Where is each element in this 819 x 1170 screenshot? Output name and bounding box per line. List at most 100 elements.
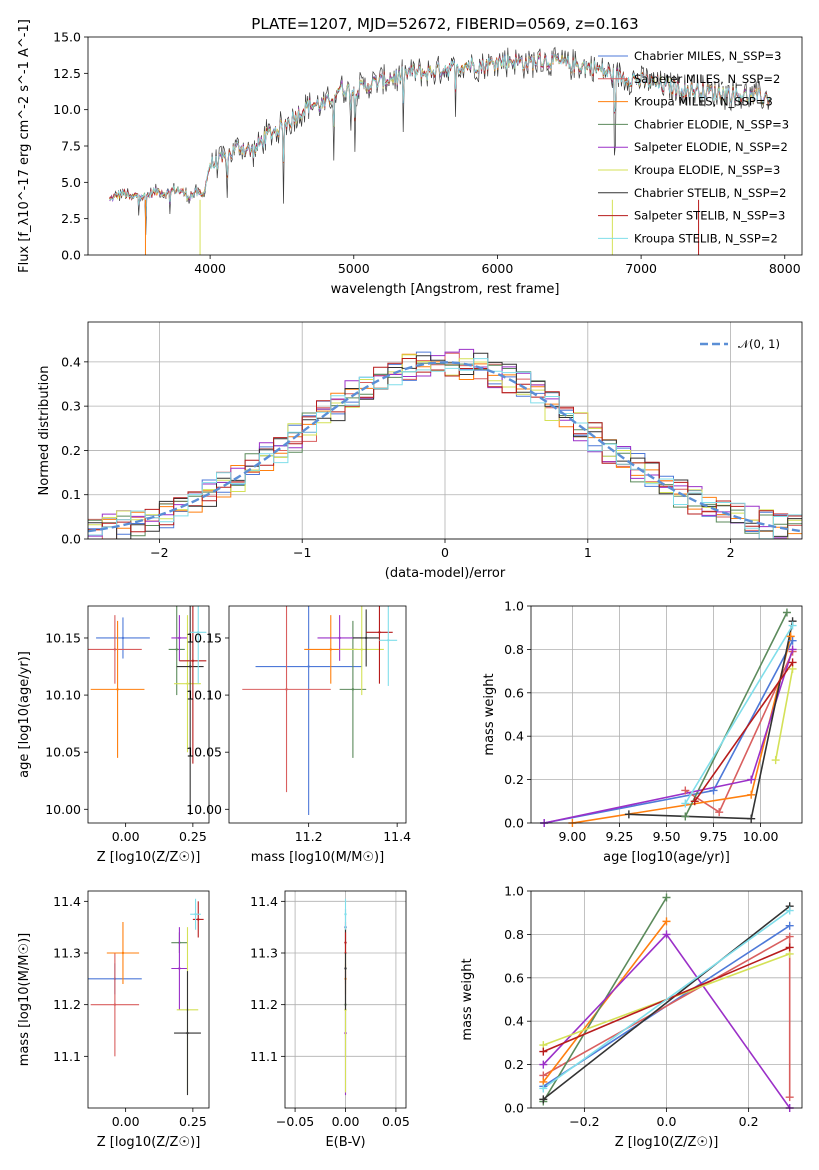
y-tick-label: 12.5 (53, 66, 81, 81)
x-axis-label: wavelength [Angstrom, rest frame] (331, 282, 560, 297)
data-point (351, 688, 355, 691)
panel-1: 4000 5000 6000 7000 8000 0.0 2.5 5.0 7.5 10.0 12.5… (17, 15, 803, 297)
panel-6: 0.00 0.25 11.1 11.2 11.3 11.4 Z [log10(Z/Z☉)] m… (17, 890, 210, 1150)
weight-line-9 (542, 909, 791, 1090)
x-axis-label: (data-model)/error (385, 566, 506, 581)
data-point (387, 639, 390, 642)
marker-plus (539, 1095, 548, 1104)
histogram-series-2 (88, 352, 802, 539)
plot-area (344, 898, 347, 1096)
x-tick-label: 9.75 (700, 829, 728, 844)
data-point (188, 665, 192, 668)
histogram-series-9 (88, 358, 802, 539)
data-point (344, 967, 347, 970)
data-point (378, 631, 381, 634)
weight-line-2 (684, 651, 794, 814)
marker-plus (709, 786, 718, 795)
marker-plus (681, 786, 690, 795)
y-axis-label: Normed distribution (37, 366, 52, 496)
data-point (197, 918, 200, 921)
y-tick-label: 10.05 (45, 745, 81, 760)
legend-label: Chabrier ELODIE, N_SSP=3 (634, 117, 789, 131)
plot-area (542, 897, 791, 1108)
y-tick-label: 0.4 (61, 354, 81, 369)
data-point (329, 648, 332, 651)
y-tick-label: 0.0 (61, 532, 81, 547)
x-tick-label: 7000 (625, 261, 657, 276)
data-point (360, 648, 363, 651)
axes-frame (284, 890, 407, 1109)
x-tick-label: −1 (293, 545, 311, 560)
legend-label: Salpeter MILES, N_SSP=2 (634, 72, 780, 86)
y-tick-label: 2.5 (61, 211, 81, 226)
x-tick-label: 4000 (194, 261, 226, 276)
marker-plus (662, 917, 671, 926)
marker-plus (785, 932, 794, 941)
y-tick-label: 0.2 (504, 1057, 524, 1072)
x-axis-label: mass [log10(M/M☉)] (251, 850, 384, 865)
plot-area (88, 898, 204, 1096)
x-tick-label: 0.05 (382, 1114, 410, 1129)
y-tick-label: 11.4 (53, 894, 81, 909)
x-axis-label: Z [log10(Z/Z☉)] (97, 1135, 201, 1150)
data-point (191, 659, 195, 663)
x-tick-label: 0.0 (657, 1114, 677, 1129)
x-axis-label: Z [log10(Z/Z☉)] (97, 850, 201, 865)
marker-plus (747, 814, 756, 823)
y-axis-label: mass [log10(M/M☉)] (17, 933, 32, 1066)
y-tick-label: 5.0 (61, 175, 81, 190)
x-axis-label: E(B-V) (325, 1135, 365, 1150)
marker-plus (785, 921, 794, 930)
axes-frame (87, 321, 803, 540)
data-point (344, 941, 347, 944)
legend-label: 𝒩(0, 1) (738, 337, 780, 351)
weight-line-9 (684, 625, 794, 804)
marker-plus (681, 812, 690, 821)
marker-plus (539, 1047, 548, 1056)
y-tick-label: 0.1 (61, 487, 81, 502)
x-tick-label: 11.2 (295, 829, 323, 844)
data-point (194, 913, 197, 916)
marker-plus (782, 608, 791, 617)
axes-frame (87, 890, 210, 1109)
legend-label: Chabrier STELIB, N_SSP=2 (634, 186, 786, 200)
y-tick-label: 0.8 (504, 642, 524, 657)
y-tick-label: 0.2 (504, 772, 524, 787)
y-tick-label: 0.4 (504, 1014, 524, 1029)
marker-plus (785, 943, 794, 952)
y-tick-label: 10.0 (53, 102, 81, 117)
panel-5: 9.00 9.25 9.50 9.75 10.00 0.0 0.2 0.4 0.6 0.8 1.0 a… (482, 599, 803, 865)
data-point (178, 636, 181, 640)
plot-area (88, 348, 802, 539)
x-tick-label: −0.2 (569, 1114, 599, 1129)
x-tick-label: 0.25 (179, 1114, 207, 1129)
marker-plus (788, 645, 797, 654)
x-tick-label: −0.05 (276, 1114, 314, 1129)
marker-plus (785, 1093, 794, 1102)
marker-plus (785, 906, 794, 915)
legend-label: Kroupa MILES, N_SSP=3 (634, 95, 773, 109)
legend-label: Kroupa ELODIE, N_SSP=3 (634, 163, 780, 177)
y-tick-label: 10.15 (186, 630, 222, 645)
data-point (338, 636, 341, 640)
y-tick-label: 10.05 (186, 745, 222, 760)
marker-plus (624, 810, 633, 819)
x-tick-label: 0.25 (179, 829, 207, 844)
plot-area (242, 606, 398, 816)
marker-plus (662, 893, 671, 902)
x-tick-label: 10.00 (743, 829, 779, 844)
marker-plus (788, 658, 797, 667)
x-tick-label: 9.25 (606, 829, 634, 844)
marker-plus (786, 632, 795, 641)
panel-2: −2 −1 0 1 2 0.0 0.1 0.2 0.3 0.4 (data-model)/error… (37, 321, 803, 581)
axes-frame (228, 605, 407, 824)
histogram-series-4 (88, 362, 802, 537)
y-axis-label: mass weight (482, 673, 497, 755)
y-tick-label: 11.2 (53, 997, 81, 1012)
x-tick-label: 8000 (769, 261, 801, 276)
marker-plus (788, 621, 797, 630)
panel-3: 0.00 0.25 10.00 10.05 10.10 10.15 Z [log10(Z/Z… (17, 605, 210, 865)
y-tick-label: 1.0 (504, 884, 524, 899)
plot-area (109, 46, 771, 255)
